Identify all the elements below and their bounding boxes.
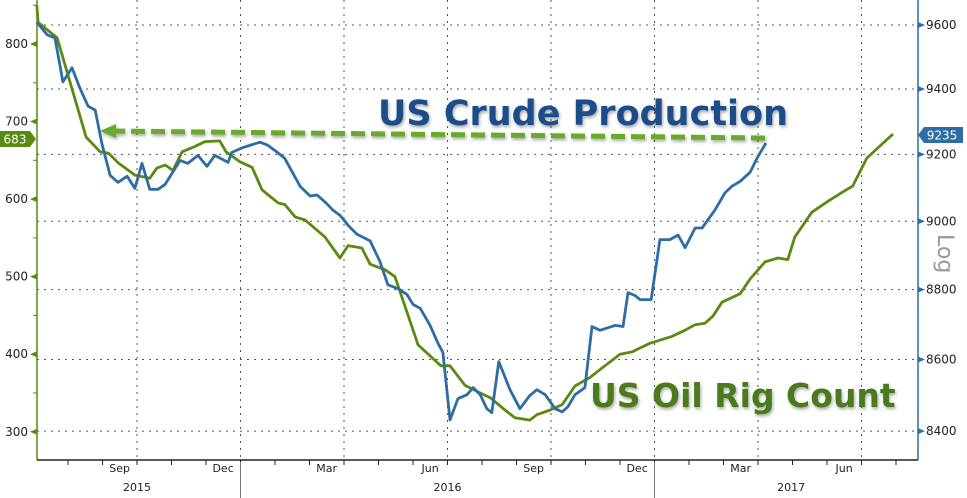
right-tick-label: 9200 [926,147,957,161]
left-tick-label: 800 [5,37,28,51]
left-tick-icon [30,351,37,358]
right-tick-icon [918,428,925,435]
x-month-label: Sep [109,462,130,475]
production-label: US Crude Production [378,94,788,134]
rig-last-value-tag: 683 [0,131,36,147]
production-last-value-tag: 9235 [918,127,963,143]
right-tick-label: 8600 [926,353,957,367]
left-tick-label: 700 [5,115,28,129]
rig-count-label: US Oil Rig Count [590,376,896,415]
x-month-label: Jun [421,462,439,475]
x-year-label: 2016 [434,481,462,494]
x-year-label: 2015 [123,481,151,494]
right-tick-label: 9000 [926,214,957,228]
left-tick-icon [30,273,37,280]
right-tick-icon [918,86,925,93]
arrow-head-icon [100,124,116,138]
left-tick-icon [30,41,37,47]
right-tick-label: 8800 [926,283,957,297]
x-month-label: Dec [626,462,647,475]
x-month-label: Mar [730,462,751,475]
right-tick-icon [918,218,925,225]
right-tick-icon [918,22,925,28]
left-tick-label: 600 [5,192,28,206]
svg-text:683: 683 [4,133,27,147]
left-tick-icon [30,118,37,125]
x-year-label: 2017 [777,481,805,494]
right-tick-icon [918,151,925,158]
left-tick-label: 400 [5,347,28,361]
x-month-label: Jun [835,462,853,475]
right-tick-label: 8400 [926,424,957,438]
dashed-arrow [100,124,766,141]
left-tick-icon [30,428,37,435]
svg-text:9235: 9235 [927,129,958,143]
right-tick-label: 9600 [926,18,957,32]
left-tick-label: 300 [5,425,28,439]
left-tick-label: 500 [5,270,28,284]
crude-production-line [35,21,768,422]
log-scale-label: Log [932,234,957,273]
axes: 8400 8600 8800 9000 9200 9400 9600 300 400 500 600… [5,0,957,498]
x-month-label: Sep [523,462,544,475]
series-lines [35,5,894,422]
x-month-label: Mar [316,462,337,475]
rig-count-line [35,5,894,422]
left-tick-icon [30,196,37,203]
right-tick-icon [918,286,925,293]
x-month-label: Dec [212,462,233,475]
right-tick-label: 9400 [926,82,957,96]
right-tick-icon [918,356,925,363]
